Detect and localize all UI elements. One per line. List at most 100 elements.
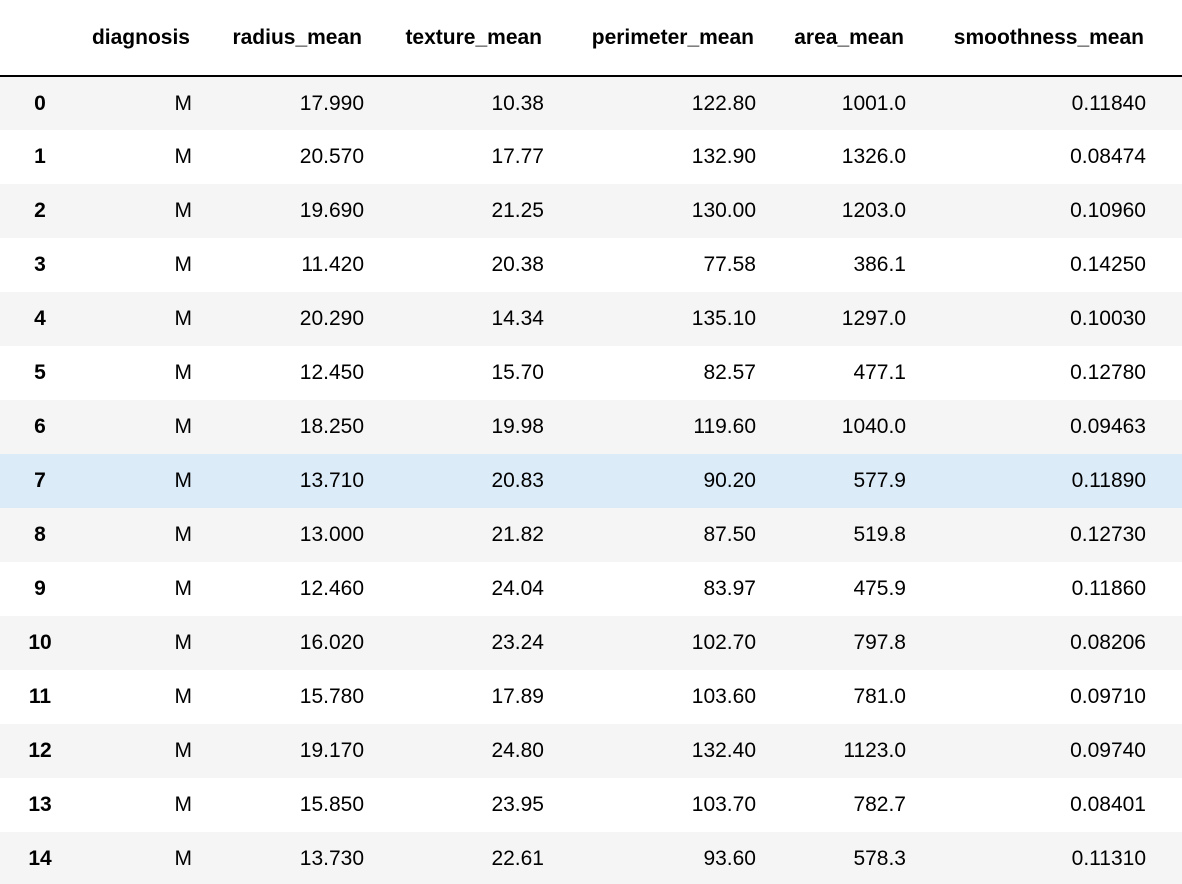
cell-area-mean: 1326.0: [841, 145, 906, 168]
row-index: 9: [34, 577, 46, 600]
row-index: 8: [34, 523, 46, 546]
column-header-truncated: c: [1154, 0, 1182, 77]
table-row[interactable]: 9 M 12.460 24.04 83.97 475.9 0.11860: [0, 562, 1182, 616]
cell-radius-mean: 19.170: [299, 739, 364, 762]
cell-diagnosis: M: [174, 307, 193, 330]
cell-perimeter-mean: 103.60: [691, 685, 756, 708]
cell-perimeter-mean: 132.90: [691, 145, 756, 168]
cell-radius-mean: 15.850: [299, 793, 364, 816]
table-row[interactable]: 13 M 15.850 23.95 103.70 782.7 0.08401: [0, 778, 1182, 832]
cell-area-mean: 782.7: [853, 793, 906, 816]
cell-area-mean: 1297.0: [841, 307, 906, 330]
cell-area-mean: 1123.0: [843, 739, 906, 762]
cell-area-mean: 519.8: [853, 523, 906, 546]
cell-perimeter-mean: 122.80: [691, 91, 756, 115]
cell-radius-mean: 12.460: [299, 577, 364, 600]
cell-radius-mean: 13.710: [299, 469, 364, 492]
cell-smoothness-mean: 0.10960: [1070, 199, 1146, 222]
cell-perimeter-mean: 87.50: [703, 523, 756, 546]
cell-radius-mean: 20.570: [299, 145, 364, 168]
cell-smoothness-mean: 0.14250: [1070, 253, 1146, 276]
row-index: 0: [34, 91, 46, 115]
row-index: 6: [34, 415, 46, 438]
cell-smoothness-mean: 0.11310: [1071, 847, 1146, 870]
cell-area-mean: 797.8: [853, 631, 906, 654]
cell-smoothness-mean: 0.12780: [1070, 361, 1146, 384]
row-index: 7: [34, 469, 46, 492]
table-row[interactable]: 8 M 13.000 21.82 87.50 519.8 0.12730: [0, 508, 1182, 562]
table-row[interactable]: 7 M 13.710 20.83 90.20 577.9 0.11890: [0, 454, 1182, 508]
cell-perimeter-mean: 93.60: [703, 847, 756, 870]
cell-smoothness-mean: 0.09740: [1070, 739, 1146, 762]
cell-truncated: [1154, 292, 1182, 346]
column-header-diagnosis: diagnosis: [80, 0, 200, 77]
cell-truncated: [1154, 670, 1182, 724]
cell-diagnosis: M: [174, 145, 193, 168]
cell-diagnosis: M: [174, 631, 193, 654]
cell-texture-mean: 10.38: [491, 91, 544, 115]
cell-perimeter-mean: 130.00: [691, 199, 756, 222]
table-row[interactable]: 4 M 20.290 14.34 135.10 1297.0 0.10030: [0, 292, 1182, 346]
column-header-area-mean: area_mean: [764, 0, 914, 77]
cell-diagnosis: M: [174, 415, 193, 438]
cell-truncated: [1154, 184, 1182, 238]
cell-smoothness-mean: 0.09463: [1070, 415, 1146, 438]
cell-smoothness-mean: 0.11860: [1071, 577, 1146, 600]
cell-texture-mean: 17.77: [491, 145, 544, 168]
cell-smoothness-mean: 0.08401: [1070, 793, 1146, 816]
cell-radius-mean: 16.020: [299, 631, 364, 654]
table-row[interactable]: 10 M 16.020 23.24 102.70 797.8 0.08206: [0, 616, 1182, 670]
cell-diagnosis: M: [174, 793, 193, 816]
cell-radius-mean: 20.290: [299, 307, 364, 330]
cell-radius-mean: 18.250: [299, 415, 364, 438]
table-row[interactable]: 6 M 18.250 19.98 119.60 1040.0 0.09463: [0, 400, 1182, 454]
cell-area-mean: 1001.0: [841, 91, 906, 115]
cell-smoothness-mean: 0.08474: [1070, 145, 1146, 168]
cell-smoothness-mean: 0.08206: [1070, 631, 1146, 654]
cell-perimeter-mean: 83.97: [703, 577, 756, 600]
cell-texture-mean: 21.82: [491, 523, 544, 546]
cell-truncated: [1154, 562, 1182, 616]
cell-radius-mean: 13.000: [299, 523, 364, 546]
table-row[interactable]: 3 M 11.420 20.38 77.58 386.1 0.14250: [0, 238, 1182, 292]
table-row[interactable]: 14 M 13.730 22.61 93.60 578.3 0.11310: [0, 832, 1182, 884]
row-index: 11: [28, 685, 52, 708]
cell-truncated: [1154, 778, 1182, 832]
cell-truncated: [1154, 724, 1182, 778]
cell-texture-mean: 24.04: [491, 577, 544, 600]
cell-truncated: [1154, 346, 1182, 400]
row-index: 14: [28, 847, 52, 870]
cell-texture-mean: 21.25: [491, 199, 544, 222]
table-row[interactable]: 5 M 12.450 15.70 82.57 477.1 0.12780: [0, 346, 1182, 400]
cell-diagnosis: M: [174, 91, 193, 115]
table-row[interactable]: 2 M 19.690 21.25 130.00 1203.0 0.10960: [0, 184, 1182, 238]
cell-perimeter-mean: 119.60: [693, 415, 756, 438]
cell-radius-mean: 12.450: [299, 361, 364, 384]
cell-smoothness-mean: 0.10030: [1070, 307, 1146, 330]
table-row[interactable]: 12 M 19.170 24.80 132.40 1123.0 0.09740: [0, 724, 1182, 778]
cell-texture-mean: 23.95: [491, 793, 544, 816]
cell-area-mean: 386.1: [853, 253, 906, 276]
cell-texture-mean: 17.89: [491, 685, 544, 708]
row-index: 13: [28, 793, 52, 816]
cell-area-mean: 475.9: [853, 577, 906, 600]
cell-perimeter-mean: 82.57: [703, 361, 756, 384]
cell-radius-mean: 13.730: [299, 847, 364, 870]
header-row: diagnosis radius_mean texture_mean perim…: [0, 0, 1182, 77]
table-row[interactable]: 1 M 20.570 17.77 132.90 1326.0 0.08474: [0, 130, 1182, 184]
row-index: 3: [34, 253, 46, 276]
row-index: 10: [28, 631, 52, 654]
cell-area-mean: 578.3: [853, 847, 906, 870]
cell-texture-mean: 20.38: [491, 253, 544, 276]
cell-perimeter-mean: 77.58: [703, 253, 756, 276]
column-header-texture-mean: texture_mean: [372, 0, 552, 77]
table-row[interactable]: 11 M 15.780 17.89 103.60 781.0 0.09710: [0, 670, 1182, 724]
cell-texture-mean: 20.83: [491, 469, 544, 492]
table-row[interactable]: 0 M 17.990 10.38 122.80 1001.0 0.11840: [0, 76, 1182, 130]
column-header-smoothness-mean: smoothness_mean: [914, 0, 1154, 77]
cell-radius-mean: 15.780: [299, 685, 364, 708]
cell-truncated: [1154, 616, 1182, 670]
column-header-index: [0, 0, 80, 77]
row-index: 12: [28, 739, 52, 762]
